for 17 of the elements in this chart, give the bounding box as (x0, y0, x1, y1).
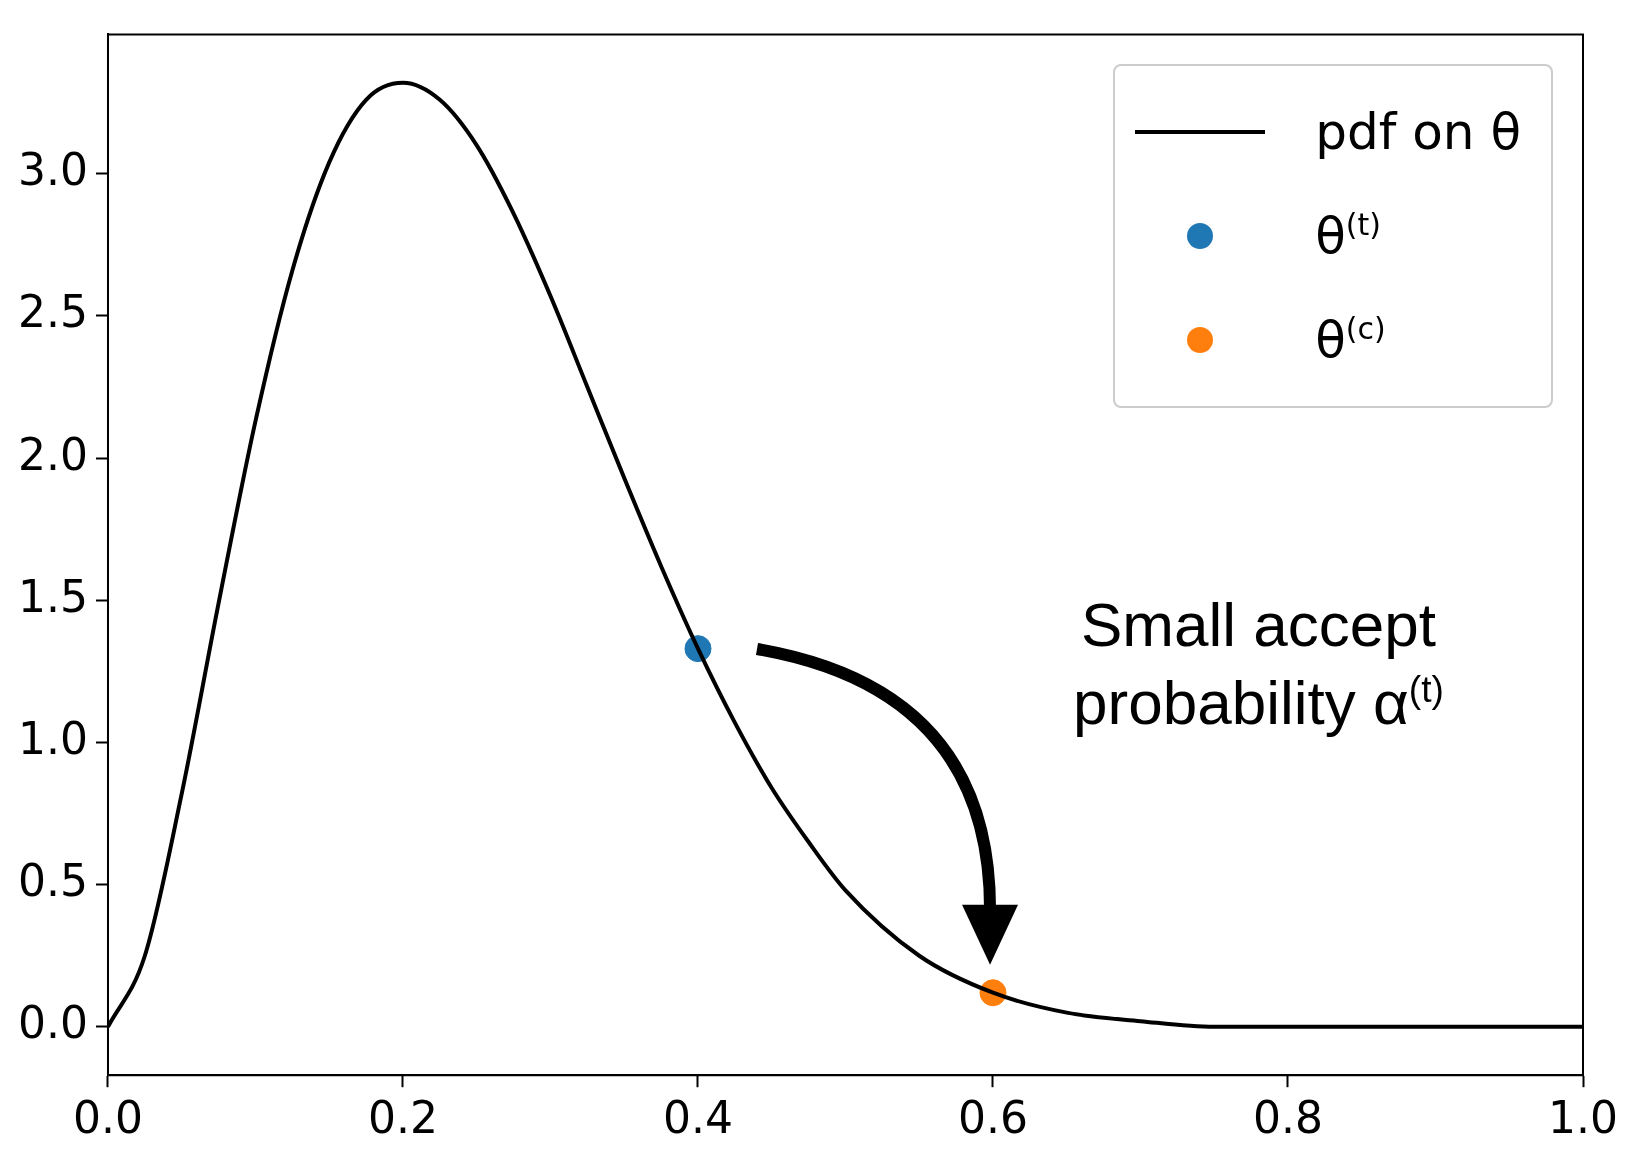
y-tick-label: 0.5 (17, 855, 88, 907)
legend-label: pdf on θ (1315, 103, 1521, 162)
y-tick-label: 0.0 (17, 997, 88, 1049)
y-tick-label: 3.0 (17, 144, 88, 196)
y-tick-label: 2.0 (17, 428, 88, 480)
x-tick-label: 0.4 (662, 1092, 733, 1144)
legend-label: θ$^{(t)}$ (1315, 207, 1382, 266)
x-tick-label: 1.0 (1548, 1092, 1618, 1144)
legend-label: θ$^{(c)}$ (1315, 311, 1386, 370)
annotation: Small accept probability α$^{(t)}$ (1072, 589, 1445, 739)
x-tick-label: 0.0 (72, 1092, 143, 1144)
y-tick-label: 1.5 (17, 570, 88, 622)
y-tick-label: 2.5 (17, 286, 88, 338)
x-tick-label: 0.8 (1253, 1092, 1323, 1144)
x-tick-label: 0.2 (367, 1092, 438, 1144)
y-tick-label: 1.0 (17, 712, 88, 764)
x-tick-label: 0.6 (958, 1092, 1028, 1144)
